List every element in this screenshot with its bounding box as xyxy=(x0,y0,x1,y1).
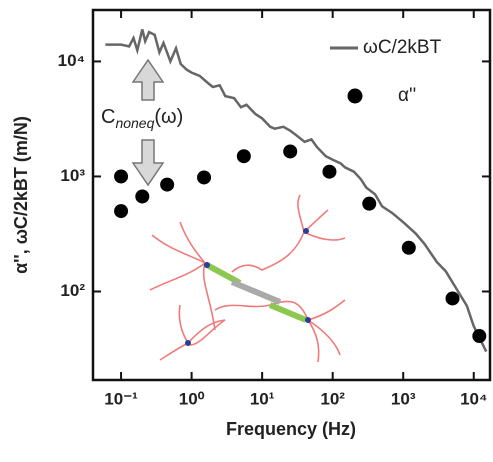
illustration xyxy=(149,194,346,363)
data-point xyxy=(114,169,129,184)
legend-label: α'' xyxy=(398,85,416,106)
data-point xyxy=(236,149,251,164)
x-axis-label: Frequency (Hz) xyxy=(226,419,356,439)
data-point xyxy=(114,204,129,219)
double-arrow xyxy=(131,58,165,187)
data-point xyxy=(322,164,337,179)
data-point xyxy=(135,189,150,204)
motor-rods xyxy=(185,228,311,346)
x-tick-label: 10⁰ xyxy=(179,389,205,408)
data-point xyxy=(283,144,298,159)
y-tick-label: 10² xyxy=(60,281,85,300)
x-tick-label: 10¹ xyxy=(250,389,275,408)
x-tick-label: 10⁻¹ xyxy=(104,389,138,408)
annotation-text: C xyxy=(101,106,115,128)
data-point xyxy=(472,329,487,344)
y-tick-label: 10³ xyxy=(60,166,85,185)
annotation: Cnoneq(ω) xyxy=(101,106,183,130)
data-point xyxy=(362,196,377,211)
x-tick-label: 10⁴ xyxy=(460,389,487,408)
data-point xyxy=(445,291,460,306)
legend-swatch xyxy=(347,88,363,104)
legend-label: ωC/2kBT xyxy=(363,37,442,58)
x-tick-label: 10³ xyxy=(391,389,416,408)
data-point xyxy=(197,170,212,185)
annotation-suffix: (ω) xyxy=(154,106,183,128)
x-tick-label: 10² xyxy=(320,389,345,408)
data-point xyxy=(160,177,175,192)
data-line xyxy=(105,29,488,353)
y-axis-label: α'', ωC/2kBT (m/N) xyxy=(11,116,31,274)
plot-frame xyxy=(91,8,492,382)
annotation-subscript: noneq xyxy=(115,115,154,131)
y-tick-label: 10⁴ xyxy=(58,51,85,70)
data-point xyxy=(401,240,416,255)
